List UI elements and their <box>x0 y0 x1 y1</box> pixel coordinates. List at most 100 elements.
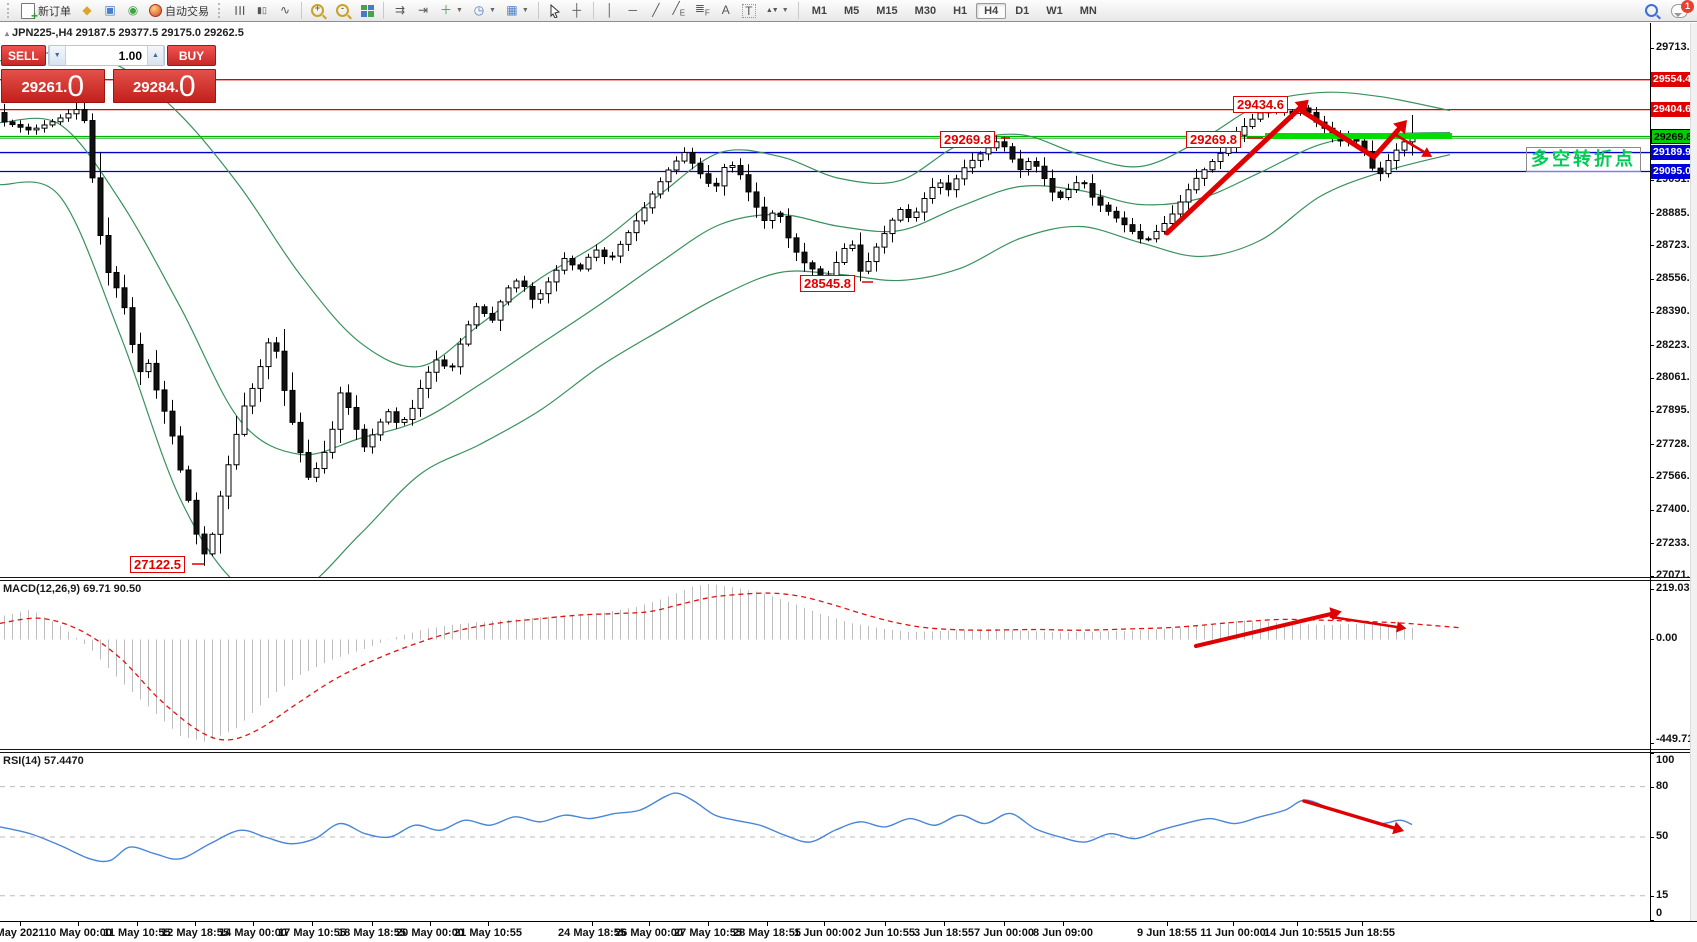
time-tick-mark <box>1233 922 1234 926</box>
text-tool-button[interactable]: A <box>715 1 737 20</box>
price-tick-label: 28885.0 <box>1656 206 1696 219</box>
macd-axis-label: 219.03 <box>1656 582 1690 594</box>
tab-h1[interactable]: H1 <box>953 4 968 17</box>
zoom-in-button[interactable]: + <box>307 2 331 19</box>
tab-d1[interactable]: D1 <box>1015 4 1030 17</box>
time-tick-label: 3 Jun 18:55 <box>914 927 974 939</box>
macd-tick-mark <box>1650 638 1654 640</box>
time-tick-label: 15 Jun 18:55 <box>1328 927 1396 939</box>
text-icon: A <box>721 3 730 17</box>
tab-m5[interactable]: M5 <box>843 4 860 17</box>
toolbar-separator <box>383 2 384 19</box>
buy-button[interactable]: BUY <box>167 45 216 66</box>
price-badge: 29189.9 <box>1651 144 1697 160</box>
rsi-label: RSI(14) 57.4470 <box>3 755 84 767</box>
price-tick-label: 28390.0 <box>1656 305 1696 318</box>
autotrade-button[interactable]: 自动交易 <box>145 1 213 21</box>
line-chart-icon: ∿ <box>279 3 291 17</box>
tab-m30[interactable]: M30 <box>914 4 937 17</box>
price-tick-label: 27566.5 <box>1656 470 1696 483</box>
volume-decrease-button[interactable]: ▼ <box>48 46 66 65</box>
templates-button[interactable]: ▦ ▼ <box>501 1 533 20</box>
price-annotation-label: 28545.8 <box>800 275 855 292</box>
price-tick-mark <box>1650 575 1654 577</box>
toolbar-grip[interactable] <box>218 3 223 18</box>
rsi-tick-mark <box>1650 895 1654 897</box>
tab-m15[interactable]: M15 <box>876 4 898 17</box>
macd-chart[interactable] <box>0 581 1650 749</box>
time-tick-label: 1 Jun 00:00 <box>794 927 854 939</box>
market-watch-button[interactable]: ▣ <box>99 1 121 20</box>
price-badge: 29404.6 <box>1651 101 1697 117</box>
time-tick-mark <box>488 922 489 926</box>
price-tick-mark <box>1650 47 1654 49</box>
pane-separator[interactable] <box>0 749 1697 753</box>
toolbar-separator <box>537 2 539 19</box>
time-tick-mark <box>137 922 138 926</box>
price-tick-label: 28223.5 <box>1656 338 1696 351</box>
equidistant-channel-icon: ╱E <box>672 0 686 18</box>
price-chart[interactable] <box>0 23 1650 577</box>
sell-button[interactable]: SELL <box>1 45 46 66</box>
time-tick-label: 20 May 00:00 <box>396 927 464 939</box>
turning-point-note: 多空转折点 <box>1526 147 1641 172</box>
notification-badge: 1 <box>1681 0 1694 13</box>
crosshair-tool-button[interactable]: ┼ <box>566 1 588 20</box>
arrows-icon: ▲▼ <box>765 7 779 14</box>
fibonacci-tool-button[interactable]: ≣F <box>691 0 714 22</box>
trendline-tool-button[interactable]: ╱ <box>645 1 667 20</box>
price-tick-label: 27233.5 <box>1656 536 1696 549</box>
volume-increase-button[interactable]: ▲ <box>147 46 164 65</box>
rsi-chart[interactable] <box>0 753 1650 921</box>
price-axis-line <box>1650 23 1651 921</box>
volume-input[interactable] <box>65 46 147 65</box>
scrollbar[interactable] <box>1690 23 1697 921</box>
pane-separator[interactable] <box>0 577 1697 581</box>
arrows-tool-button[interactable]: ▲▼ ▼ <box>761 1 793 20</box>
tab-m1[interactable]: M1 <box>811 4 827 17</box>
notifications-icon[interactable]: 1 <box>1671 0 1694 18</box>
macd-pane: MACD(12,26,9) 69.71 90.50 219.03 0.00 -449… <box>0 581 1697 749</box>
bar-chart-button[interactable]: ☰ <box>228 1 250 20</box>
rsi-axis-label: 100 <box>1656 754 1675 766</box>
tab-w1[interactable]: W1 <box>1046 4 1063 17</box>
navigator-button[interactable]: ◆ <box>76 1 98 20</box>
line-chart-button[interactable]: ∿ <box>274 1 296 20</box>
price-tick-mark <box>1650 444 1654 446</box>
tile-windows-button[interactable] <box>357 3 378 19</box>
time-tick-label: 7 Jun 00:00 <box>974 927 1034 939</box>
time-tick-mark <box>253 922 254 926</box>
channel-tool-button[interactable]: ╱E <box>668 0 690 22</box>
new-order-label: 新订单 <box>38 5 71 18</box>
price-tick-mark <box>1650 179 1654 181</box>
zoom-out-button[interactable]: - <box>332 2 356 19</box>
tab-mn[interactable]: MN <box>1079 4 1097 17</box>
periods-button[interactable]: ◷ ▼ <box>468 1 500 20</box>
price-tick-mark <box>1650 311 1654 313</box>
candlestick-chart-button[interactable]: ▮▯ <box>251 1 273 20</box>
text-label-icon: T <box>741 3 756 18</box>
time-tick-label: 24 May 18:55 <box>558 927 626 939</box>
horizontal-line-tool-button[interactable]: ─ <box>622 1 644 20</box>
symbol-info: ▴ JPN225-,H4 29187.5 29377.5 29175.0 2926… <box>5 27 244 39</box>
indicators-button[interactable]: ＋ ▼ <box>435 1 467 20</box>
price-badge: 29554.4 <box>1651 71 1697 87</box>
text-label-tool-button[interactable]: T <box>738 2 760 20</box>
new-order-button[interactable]: 新订单 <box>17 1 75 23</box>
vertical-line-tool-button[interactable]: │ <box>599 1 621 20</box>
chart-shift-button[interactable]: ⇥ <box>412 1 434 20</box>
signals-icon: ◉ <box>127 3 139 17</box>
time-axis[interactable]: May 2021 10 May 00:00 11 May 10:55 12 May 1… <box>0 921 1697 942</box>
tab-h4[interactable]: H4 <box>976 2 1007 19</box>
bid-price[interactable]: 29261. 0 <box>1 69 105 103</box>
cursor-tool-button[interactable] <box>544 2 565 20</box>
time-tick-label: 10 May 00:00 <box>44 927 112 939</box>
search-icon[interactable] <box>1645 4 1658 17</box>
signals-button[interactable]: ◉ <box>122 1 144 20</box>
auto-scroll-button[interactable]: ⇉ <box>389 1 411 20</box>
toolbar-grip[interactable] <box>7 3 12 18</box>
price-tick-mark <box>1650 278 1654 280</box>
navigator-icon: ◆ <box>82 3 92 17</box>
ask-price[interactable]: 29284. 0 <box>112 69 216 103</box>
price-annotation-label: 29269.8 <box>940 131 995 148</box>
